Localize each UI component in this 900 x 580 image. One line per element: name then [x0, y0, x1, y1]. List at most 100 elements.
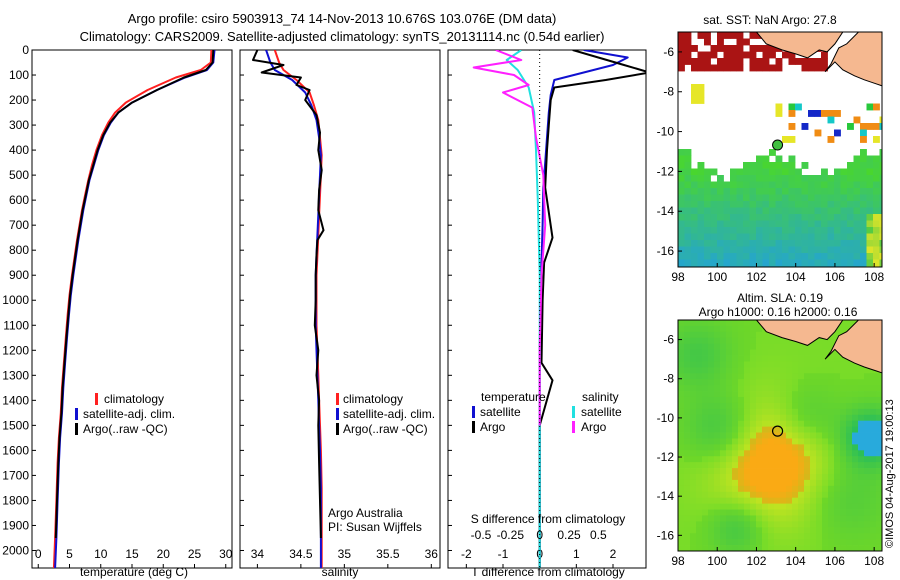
- temperature-axis-ticks: 0 5 10 15 20 25 30: [35, 547, 233, 568]
- sla-cell: [780, 450, 787, 457]
- sla-cell: [768, 379, 775, 386]
- sla-cell: [810, 402, 817, 410]
- sst-cell: [866, 233, 874, 241]
- sst-cell: [860, 233, 867, 241]
- sla-cell: [684, 468, 691, 475]
- sst-cell: [860, 129, 867, 137]
- sst-cell: [827, 116, 835, 124]
- map-x-tick-label: 106: [825, 270, 845, 284]
- sla-cell: [804, 367, 811, 374]
- sla-cell: [726, 426, 733, 433]
- sla-cell: [726, 373, 733, 380]
- legend-swatch-argo: [75, 423, 78, 435]
- sla-cell: [834, 408, 841, 416]
- sla-cell: [744, 438, 751, 445]
- sst-cell: [769, 181, 776, 189]
- sst-cell: [691, 97, 698, 104]
- sla-cell: [822, 479, 829, 487]
- sla-cell: [768, 367, 775, 374]
- sla-cell: [792, 515, 799, 522]
- sst-cell: [691, 233, 698, 241]
- sla-cell: [816, 337, 823, 345]
- sst-cell: [879, 220, 882, 228]
- sla-cell: [684, 349, 691, 356]
- sla-cell: [774, 373, 781, 380]
- sst-cell: [788, 51, 796, 59]
- sla-cell: [690, 379, 697, 386]
- sst-cell: [730, 32, 737, 39]
- sla-cell: [810, 426, 817, 433]
- sla-cell: [720, 414, 727, 422]
- sla-cell: [846, 438, 853, 445]
- sla-cell: [732, 468, 739, 475]
- sst-cell: [847, 123, 854, 130]
- sla-cell: [876, 509, 882, 516]
- sst-cell: [795, 181, 802, 189]
- sla-cell: [870, 491, 877, 499]
- sst-cell: [717, 227, 724, 234]
- sla-cell: [840, 361, 847, 368]
- sla-cell: [696, 385, 703, 392]
- sla-cell: [726, 462, 733, 469]
- sst-cell: [795, 214, 802, 221]
- sla-cell: [684, 509, 691, 516]
- sst-cell: [801, 201, 809, 208]
- sla-cell: [690, 343, 697, 350]
- sst-cell: [697, 259, 705, 267]
- sla-cell: [834, 479, 841, 487]
- sla-cell: [738, 462, 745, 469]
- sla-cell: [726, 485, 733, 493]
- sla-cell: [738, 367, 745, 374]
- sla-cell: [834, 414, 841, 422]
- map-y-tick-label: -6: [663, 45, 674, 59]
- sst-cell: [834, 240, 841, 247]
- sst-cell: [710, 64, 718, 72]
- sla-cell: [738, 349, 745, 356]
- sst-cell: [788, 110, 796, 117]
- sst-cell: [710, 168, 718, 176]
- sla-cell: [732, 420, 739, 427]
- sla-cell: [870, 509, 877, 516]
- sla-cell: [792, 473, 799, 481]
- sla-cell: [864, 432, 871, 439]
- sst-cell: [788, 227, 796, 234]
- sla-cell: [756, 545, 763, 551]
- sla-cell: [696, 325, 703, 333]
- sla-cell: [816, 408, 823, 416]
- map-x-tick-label: 102: [746, 270, 766, 284]
- sla-cell: [846, 385, 853, 392]
- sla-cell: [846, 414, 853, 422]
- sst-cell: [866, 253, 874, 260]
- map-y-tick-label: -8: [663, 85, 674, 99]
- sla-cell: [804, 491, 811, 499]
- sst-cell: [795, 175, 802, 182]
- sla-cell: [750, 545, 757, 551]
- sla-cell: [732, 408, 739, 416]
- sla-cell: [714, 485, 721, 493]
- sst-cell: [782, 253, 789, 260]
- sla-cell: [840, 373, 847, 380]
- sla-cell: [702, 385, 709, 392]
- sst-cell: [736, 214, 744, 221]
- sla-cell: [744, 337, 751, 345]
- sst-cell: [821, 51, 828, 59]
- sla-cell: [870, 539, 877, 546]
- sla-cell: [864, 385, 871, 392]
- sla-cell: [876, 414, 882, 422]
- sst-cell: [697, 233, 705, 241]
- sst-cell: [775, 207, 783, 215]
- sst-cell: [704, 259, 711, 267]
- sla-cell: [744, 325, 751, 333]
- sla-cell: [696, 355, 703, 362]
- sla-cell: [744, 450, 751, 457]
- map-x-tick-label: 100: [707, 554, 727, 568]
- sla-cell: [870, 545, 877, 551]
- sla-cell: [696, 545, 703, 551]
- sla-cell: [702, 533, 709, 540]
- map-y-tick-label: -10: [657, 411, 675, 425]
- sla-cell: [732, 539, 739, 546]
- sla-cell: [846, 521, 853, 528]
- sla-cell: [798, 379, 805, 386]
- sst-cell: [736, 253, 744, 260]
- sla-cell: [702, 396, 709, 404]
